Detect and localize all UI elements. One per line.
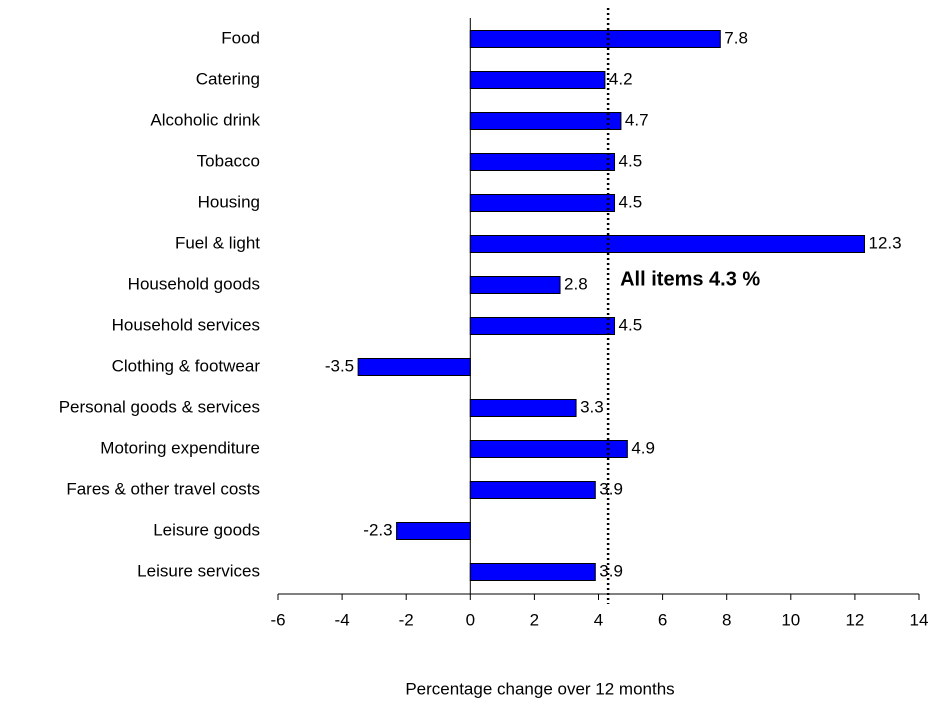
y-tick-label: Tobacco: [197, 151, 260, 170]
bar: [469, 563, 596, 581]
x-tick-label: -6: [270, 610, 285, 629]
reference-label: All items 4.3 %: [620, 268, 760, 290]
value-label: 12.3: [869, 233, 902, 252]
value-label: 3.9: [599, 561, 623, 580]
value-label: 4.2: [609, 69, 633, 88]
value-label: 4.9: [631, 438, 655, 457]
x-tick-label: 12: [845, 610, 864, 629]
bar: [469, 481, 596, 499]
x-tick-label: 10: [781, 610, 800, 629]
y-tick-label: Leisure services: [137, 561, 260, 580]
value-label: -3.5: [325, 356, 354, 375]
value-label: 2.8: [564, 274, 588, 293]
x-axis-label: Percentage change over 12 months: [405, 679, 674, 698]
value-label: 4.5: [619, 151, 643, 170]
value-label: 7.8: [724, 28, 748, 47]
bar: [469, 235, 866, 253]
x-tick-label: -4: [335, 610, 350, 629]
y-tick-label: Fuel & light: [175, 233, 260, 252]
y-tick-label: Housing: [198, 192, 260, 211]
bar: [469, 71, 606, 89]
bar: [469, 194, 616, 212]
bar: [469, 112, 622, 130]
bar: [469, 153, 616, 171]
x-tick-label: 14: [910, 610, 929, 629]
x-tick-label: 0: [466, 610, 475, 629]
value-label: 4.5: [619, 315, 643, 334]
bar: [469, 30, 721, 48]
y-tick-label: Motoring expenditure: [100, 438, 260, 457]
bar: [469, 399, 577, 417]
y-tick-label: Household services: [112, 315, 260, 334]
value-label: 3.3: [580, 397, 604, 416]
bar: [469, 276, 561, 294]
y-tick-label: Food: [221, 28, 260, 47]
x-tick-label: -2: [399, 610, 414, 629]
x-tick-label: 4: [594, 610, 603, 629]
value-label: 3.9: [599, 479, 623, 498]
y-tick-label: Catering: [196, 69, 260, 88]
y-tick-label: Leisure goods: [153, 520, 260, 539]
x-tick-label: 6: [658, 610, 667, 629]
value-label: 4.7: [625, 110, 649, 129]
y-tick-label: Clothing & footwear: [112, 356, 261, 375]
bar: [357, 358, 471, 376]
bar: [469, 440, 628, 458]
x-tick-label: 2: [530, 610, 539, 629]
bar: [396, 522, 471, 540]
y-tick-label: Personal goods & services: [59, 397, 260, 416]
y-tick-label: Fares & other travel costs: [66, 479, 260, 498]
bar: [469, 317, 616, 335]
value-label: -2.3: [363, 520, 392, 539]
value-label: 4.5: [619, 192, 643, 211]
x-tick-label: 8: [722, 610, 731, 629]
y-tick-label: Household goods: [128, 274, 260, 293]
y-tick-label: Alcoholic drink: [150, 110, 260, 129]
